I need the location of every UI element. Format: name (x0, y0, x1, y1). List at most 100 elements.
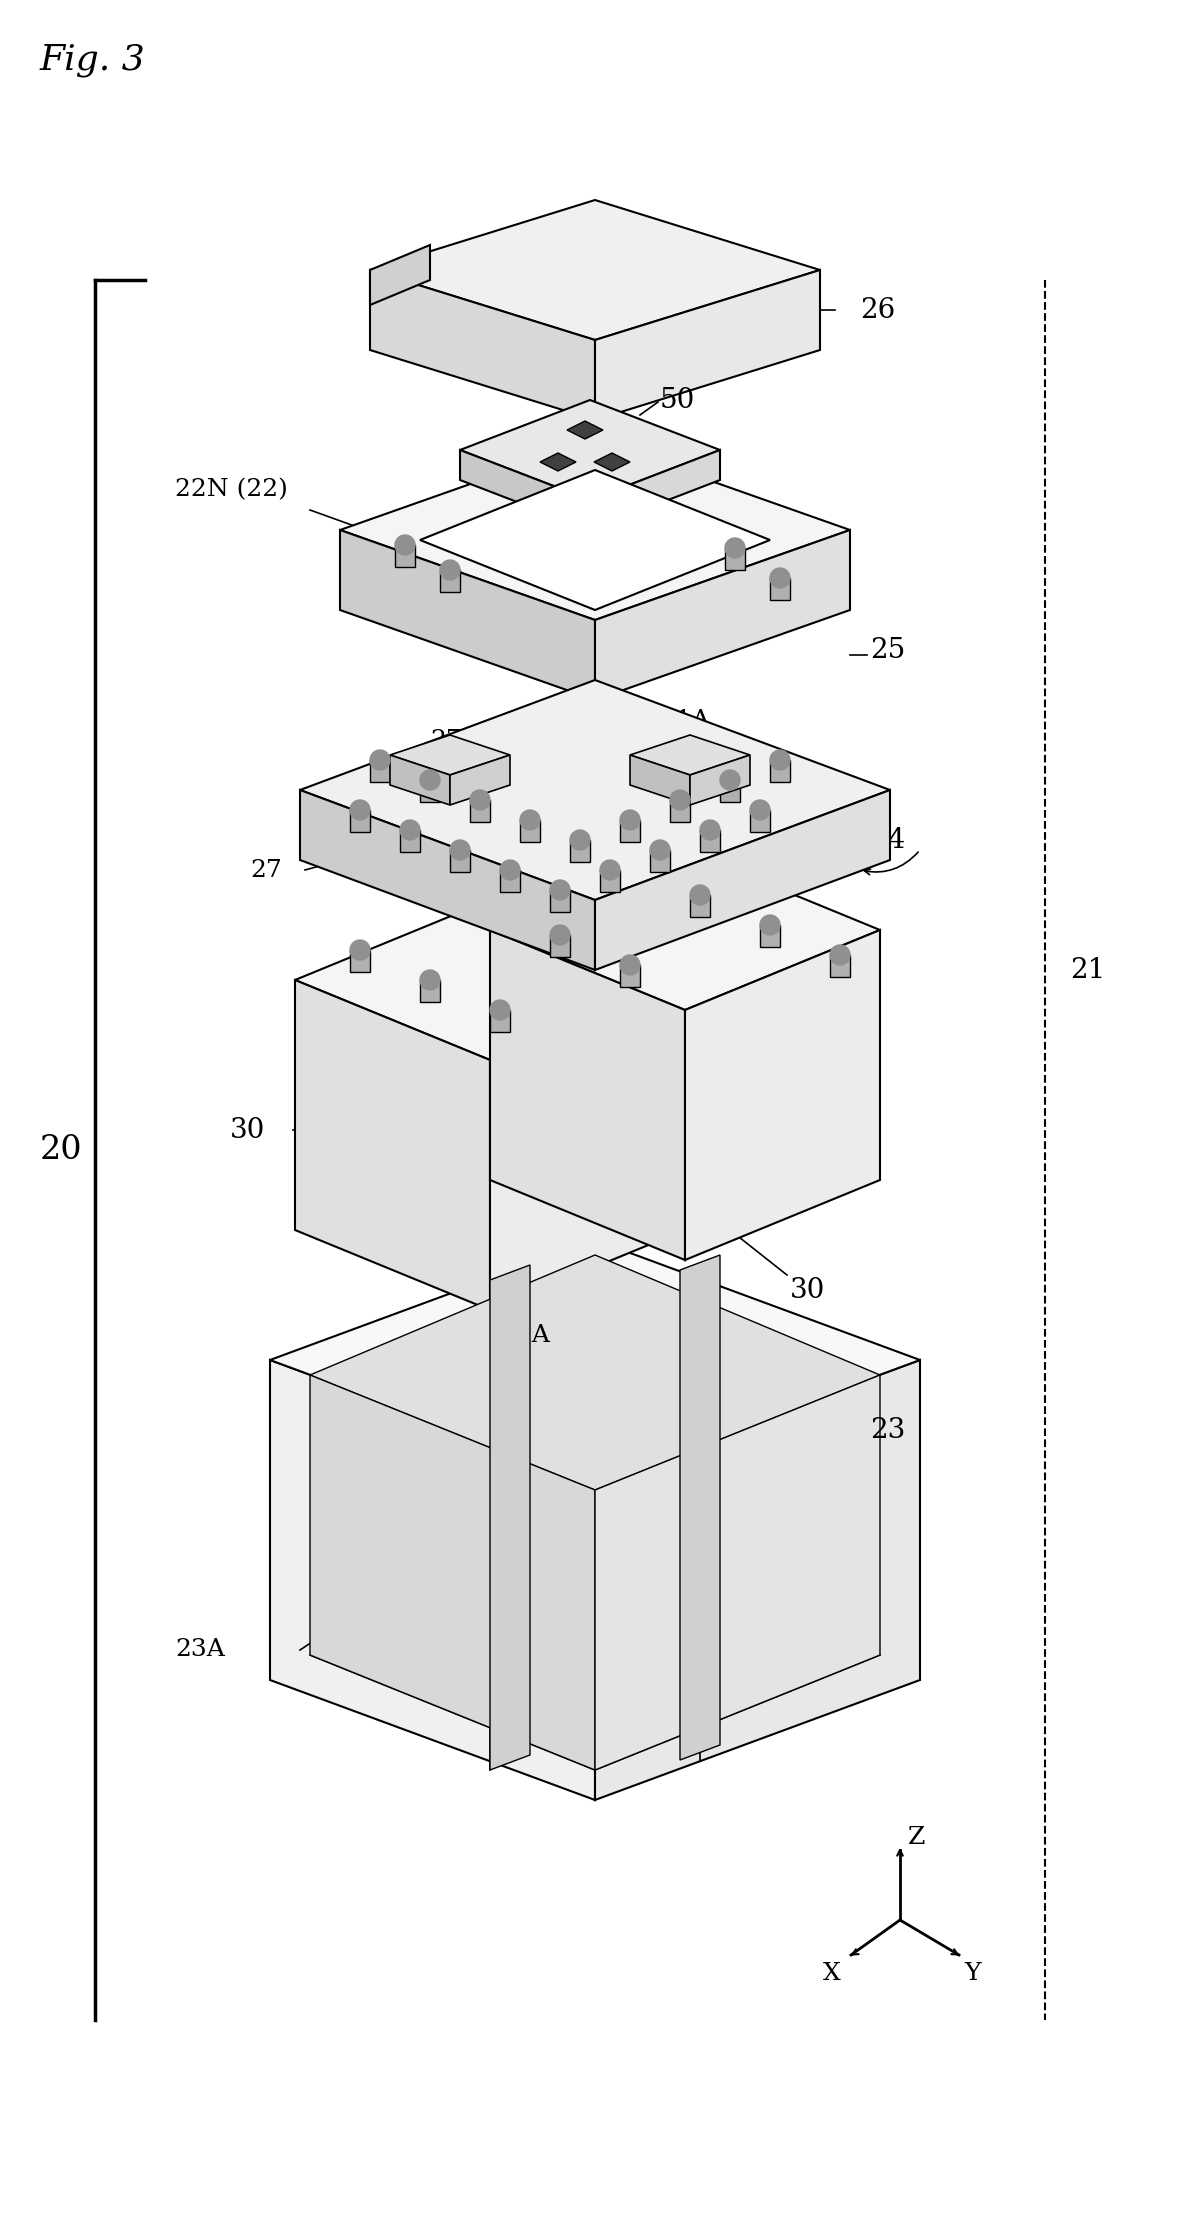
Polygon shape (725, 548, 745, 570)
Polygon shape (371, 269, 596, 421)
Circle shape (600, 859, 620, 879)
Polygon shape (596, 530, 850, 699)
Polygon shape (620, 819, 641, 841)
Text: 27: 27 (250, 859, 282, 881)
Polygon shape (390, 755, 450, 806)
Text: 30: 30 (230, 1117, 265, 1144)
Circle shape (350, 939, 371, 959)
Circle shape (520, 810, 540, 830)
Circle shape (371, 750, 390, 770)
Polygon shape (596, 269, 821, 421)
Polygon shape (596, 1376, 880, 1770)
Polygon shape (490, 979, 686, 1309)
Circle shape (620, 955, 641, 975)
Circle shape (551, 879, 570, 899)
Polygon shape (440, 570, 461, 592)
Circle shape (700, 819, 720, 839)
Circle shape (690, 886, 710, 906)
Polygon shape (567, 421, 603, 439)
Polygon shape (686, 930, 880, 1260)
Text: 23A: 23A (175, 1638, 225, 1661)
Polygon shape (770, 759, 790, 781)
Circle shape (720, 770, 740, 790)
Polygon shape (630, 735, 749, 775)
Text: Z: Z (908, 1828, 926, 1850)
Circle shape (450, 839, 470, 859)
Text: 26: 26 (860, 296, 895, 323)
Text: 21A: 21A (659, 708, 709, 732)
Polygon shape (690, 895, 710, 917)
Polygon shape (570, 839, 590, 861)
Circle shape (760, 915, 780, 935)
Polygon shape (371, 200, 821, 341)
Circle shape (749, 799, 770, 819)
Circle shape (500, 859, 520, 879)
Circle shape (830, 946, 850, 966)
Polygon shape (340, 441, 850, 621)
Circle shape (551, 926, 570, 946)
Circle shape (400, 819, 420, 839)
Text: 20: 20 (40, 1133, 83, 1166)
Circle shape (420, 971, 440, 991)
Polygon shape (490, 1264, 530, 1770)
Polygon shape (600, 870, 620, 893)
Polygon shape (400, 830, 420, 853)
Polygon shape (490, 930, 686, 1260)
Polygon shape (500, 870, 520, 893)
Polygon shape (760, 926, 780, 946)
Polygon shape (830, 955, 850, 977)
Polygon shape (300, 679, 890, 899)
Circle shape (420, 770, 440, 790)
Polygon shape (295, 979, 490, 1309)
Circle shape (440, 561, 461, 581)
Circle shape (725, 539, 745, 559)
Polygon shape (490, 850, 880, 1011)
Polygon shape (551, 890, 570, 913)
Polygon shape (310, 1376, 596, 1770)
Text: 22N (22): 22N (22) (175, 479, 288, 501)
Circle shape (395, 534, 416, 554)
Text: 23A: 23A (500, 1324, 549, 1347)
Polygon shape (470, 799, 490, 821)
Polygon shape (420, 979, 440, 1002)
Text: X: X (823, 1961, 841, 1986)
Polygon shape (295, 899, 686, 1060)
Polygon shape (461, 450, 590, 530)
Circle shape (570, 830, 590, 850)
Polygon shape (270, 1360, 596, 1801)
Circle shape (470, 790, 490, 810)
Polygon shape (490, 1011, 510, 1033)
Polygon shape (540, 454, 575, 472)
Circle shape (670, 790, 690, 810)
Polygon shape (720, 779, 740, 801)
Text: 50: 50 (659, 387, 695, 414)
Polygon shape (340, 530, 596, 699)
Polygon shape (620, 966, 641, 986)
Circle shape (350, 799, 371, 819)
Polygon shape (270, 1240, 920, 1480)
Polygon shape (670, 799, 690, 821)
Circle shape (650, 839, 670, 859)
Text: 23: 23 (870, 1416, 906, 1442)
Text: 24: 24 (870, 826, 906, 853)
Text: 21: 21 (1070, 957, 1106, 984)
Text: Y: Y (964, 1961, 980, 1986)
Text: 27: 27 (430, 728, 462, 752)
Circle shape (490, 999, 510, 1020)
Polygon shape (310, 1255, 880, 1489)
Circle shape (620, 810, 641, 830)
Polygon shape (420, 470, 770, 610)
Polygon shape (390, 735, 510, 775)
Polygon shape (350, 810, 371, 833)
Polygon shape (520, 819, 540, 841)
Polygon shape (350, 951, 371, 973)
Polygon shape (770, 579, 790, 601)
Polygon shape (680, 1255, 720, 1761)
Polygon shape (630, 755, 690, 806)
Polygon shape (690, 755, 749, 806)
Text: 22P (22): 22P (22) (659, 508, 767, 532)
Polygon shape (596, 1360, 920, 1801)
Polygon shape (450, 755, 510, 806)
Polygon shape (650, 850, 670, 873)
Polygon shape (395, 545, 416, 568)
